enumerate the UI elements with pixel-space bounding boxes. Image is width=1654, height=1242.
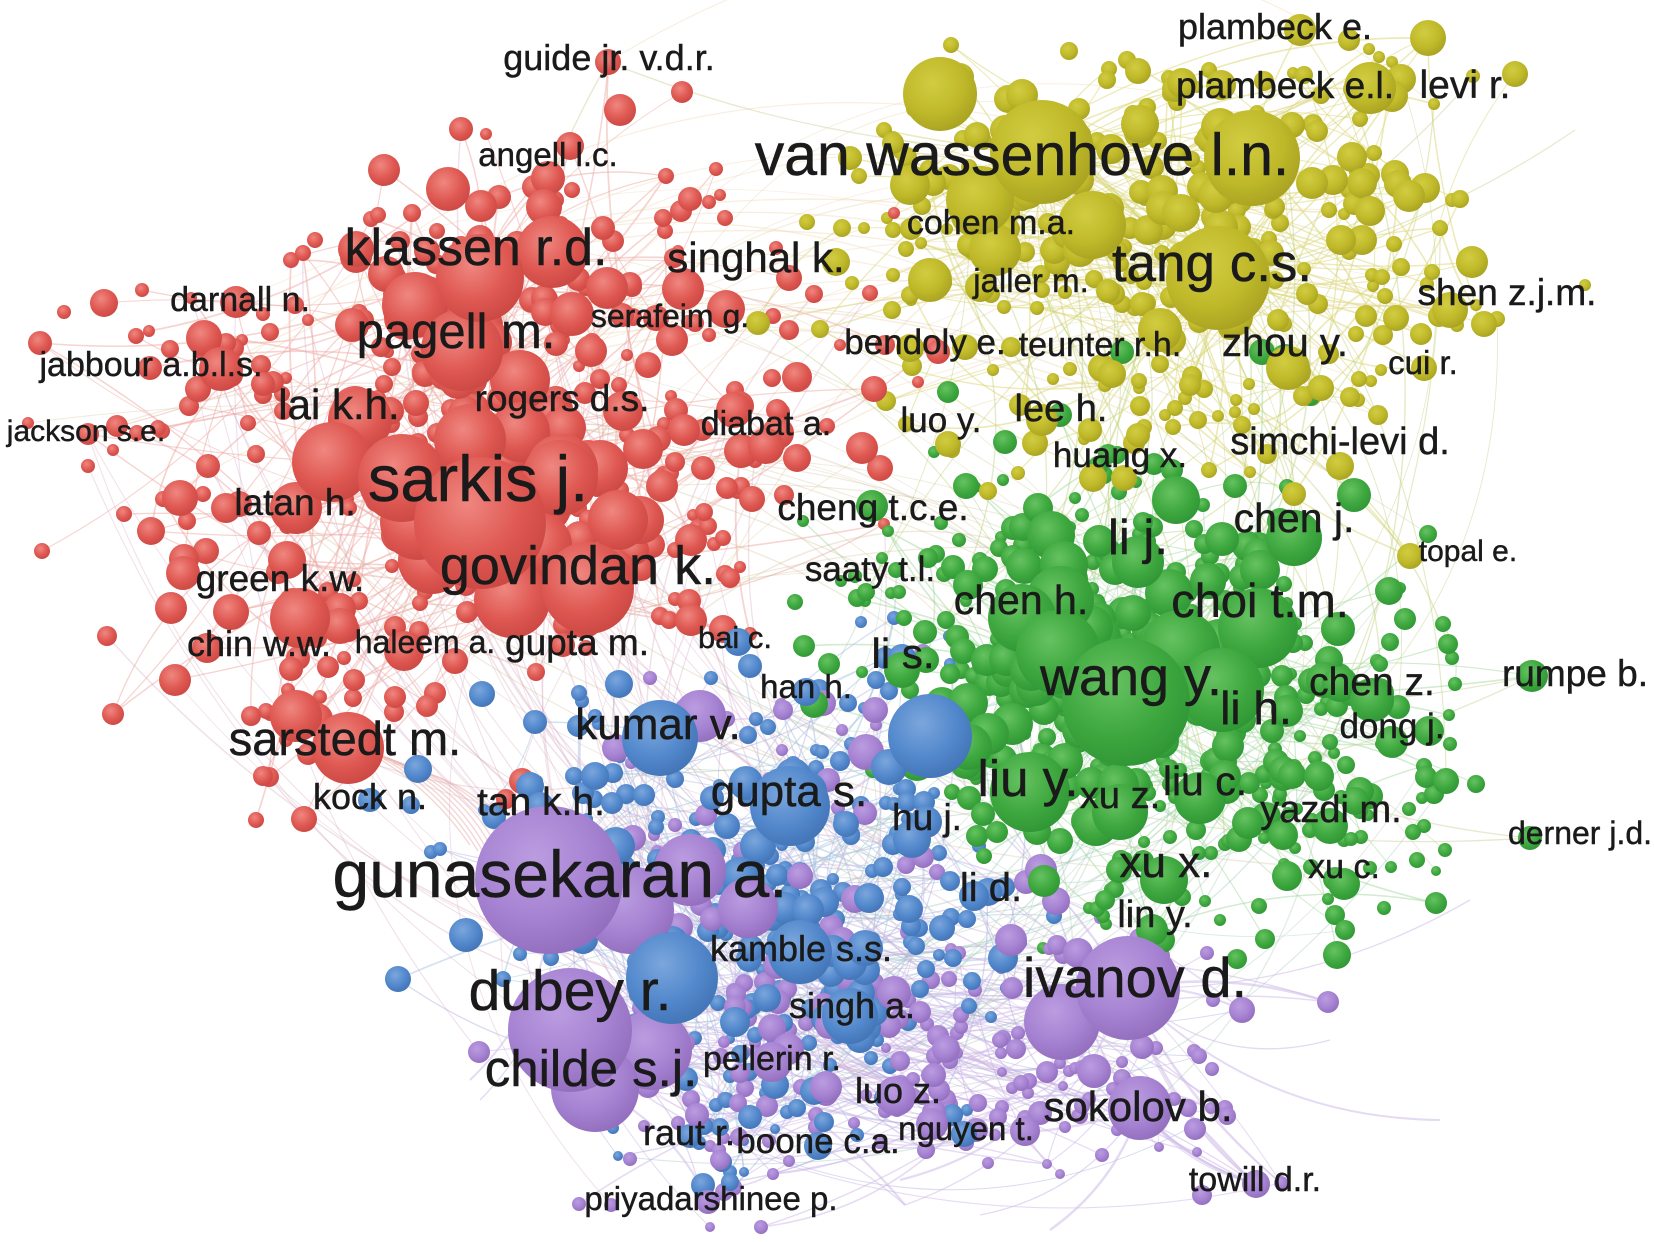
svg-text:childe s.j.: childe s.j. — [485, 1040, 698, 1097]
svg-text:kamble s.s.: kamble s.s. — [710, 928, 892, 969]
svg-text:dubey r.: dubey r. — [469, 959, 672, 1023]
svg-text:luo z.: luo z. — [855, 1070, 941, 1111]
svg-text:li j.: li j. — [1108, 511, 1168, 565]
svg-text:chen h.: chen h. — [954, 577, 1089, 623]
svg-text:wang y.: wang y. — [1039, 647, 1222, 707]
svg-text:liu c.: liu c. — [1163, 758, 1247, 804]
svg-text:chen j.: chen j. — [1234, 495, 1355, 541]
svg-text:yazdi m.: yazdi m. — [1260, 789, 1401, 831]
svg-text:jackson s.e.: jackson s.e. — [6, 415, 165, 448]
svg-text:jabbour a.b.l.s.: jabbour a.b.l.s. — [38, 346, 262, 384]
svg-text:towill d.r.: towill d.r. — [1189, 1161, 1321, 1199]
svg-text:lee h.: lee h. — [1015, 388, 1108, 430]
svg-text:cheng t.c.e.: cheng t.c.e. — [777, 487, 968, 528]
svg-text:li d.: li d. — [960, 866, 1022, 910]
svg-text:ivanov d.: ivanov d. — [1023, 946, 1247, 1009]
svg-text:singh a.: singh a. — [789, 985, 915, 1026]
svg-text:choi t.m.: choi t.m. — [1171, 574, 1349, 627]
svg-text:sarstedt m.: sarstedt m. — [229, 712, 461, 765]
svg-text:van wassenhove l.n.: van wassenhove l.n. — [755, 122, 1290, 188]
svg-text:jaller m.: jaller m. — [972, 262, 1089, 299]
svg-text:lai k.h.: lai k.h. — [278, 381, 399, 428]
svg-text:kumar v.: kumar v. — [575, 700, 740, 749]
svg-text:boone c.a.: boone c.a. — [736, 1122, 899, 1161]
svg-text:liu y.: liu y. — [977, 750, 1078, 807]
svg-text:tang c.s.: tang c.s. — [1112, 234, 1312, 293]
svg-text:diabat a.: diabat a. — [701, 405, 831, 443]
svg-text:pagell m.: pagell m. — [357, 305, 556, 359]
svg-text:cui r.: cui r. — [1388, 344, 1458, 381]
svg-text:serafeim g.: serafeim g. — [591, 298, 749, 334]
svg-text:rumpe b.: rumpe b. — [1502, 653, 1648, 694]
svg-text:zhou y.: zhou y. — [1222, 321, 1348, 365]
svg-text:raut r.: raut r. — [643, 1112, 735, 1153]
svg-text:xu c.: xu c. — [1308, 848, 1380, 886]
svg-text:nguyen t.: nguyen t. — [898, 1110, 1034, 1147]
svg-text:gupta s.: gupta s. — [711, 767, 868, 816]
svg-text:saaty t.l.: saaty t.l. — [805, 550, 935, 589]
svg-text:gupta m.: gupta m. — [505, 622, 649, 663]
svg-text:bai c.: bai c. — [698, 620, 772, 655]
svg-text:green k.w.: green k.w. — [196, 558, 365, 599]
svg-text:klassen r.d.: klassen r.d. — [344, 219, 607, 277]
svg-text:kock n.: kock n. — [313, 776, 427, 817]
svg-text:darnall n.: darnall n. — [170, 281, 310, 319]
svg-text:bendoly e.: bendoly e. — [844, 323, 1006, 362]
svg-text:shen z.j.m.: shen z.j.m. — [1418, 272, 1597, 313]
svg-text:chin w.w.: chin w.w. — [187, 623, 331, 664]
svg-text:xu z.: xu z. — [1080, 775, 1160, 817]
svg-text:derner j.d.: derner j.d. — [1508, 815, 1652, 851]
svg-text:simchi-levi d.: simchi-levi d. — [1230, 421, 1450, 463]
svg-text:sokolov b.: sokolov b. — [1043, 1083, 1232, 1130]
svg-text:han h.: han h. — [760, 668, 852, 705]
svg-text:xu x.: xu x. — [1120, 838, 1213, 887]
svg-text:li h.: li h. — [1220, 682, 1292, 734]
svg-text:haleem a.: haleem a. — [355, 624, 496, 660]
svg-text:teunter r.h.: teunter r.h. — [1019, 326, 1182, 364]
svg-text:tan k.h.: tan k.h. — [477, 781, 605, 824]
svg-text:huang x.: huang x. — [1053, 436, 1187, 475]
svg-text:plambeck e.l.: plambeck e.l. — [1176, 65, 1394, 106]
svg-text:hu j.: hu j. — [892, 797, 962, 838]
svg-text:levi r.: levi r. — [1419, 64, 1510, 107]
svg-text:sarkis j.: sarkis j. — [368, 442, 588, 515]
svg-text:topal e.: topal e. — [1419, 535, 1517, 568]
svg-text:latan h.: latan h. — [234, 482, 355, 523]
svg-text:lin y.: lin y. — [1117, 894, 1192, 936]
svg-text:gunasekaran a.: gunasekaran a. — [332, 837, 787, 911]
svg-text:rogers d.s.: rogers d.s. — [475, 378, 650, 419]
svg-text:singhal k.: singhal k. — [667, 234, 844, 281]
svg-text:guide jr. v.d.r.: guide jr. v.d.r. — [503, 37, 714, 78]
svg-text:plambeck e.: plambeck e. — [1178, 6, 1372, 47]
svg-text:dong j.: dong j. — [1339, 707, 1444, 746]
svg-text:luo y.: luo y. — [900, 401, 981, 440]
svg-text:angell l.c.: angell l.c. — [478, 136, 617, 173]
svg-text:chen z.: chen z. — [1309, 661, 1435, 704]
svg-text:cohen m.a.: cohen m.a. — [907, 204, 1075, 242]
svg-text:govindan k.: govindan k. — [440, 536, 716, 596]
svg-text:priyadarshinee p.: priyadarshinee p. — [584, 1180, 837, 1217]
svg-text:li s.: li s. — [872, 630, 935, 677]
svg-text:pellerin r.: pellerin r. — [703, 1040, 841, 1078]
